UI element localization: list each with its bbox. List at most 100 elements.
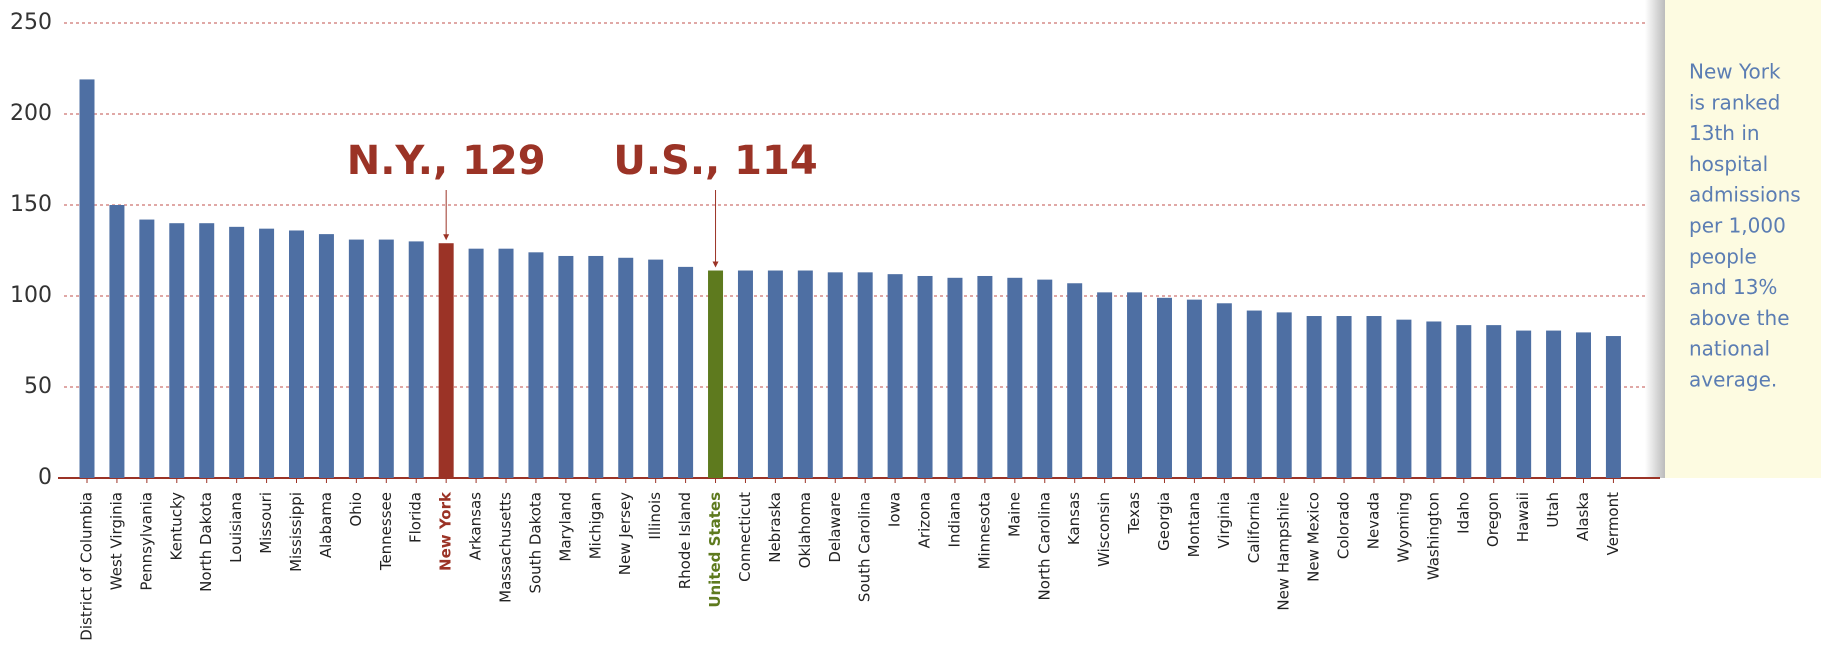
x-tick-label: Arizona	[916, 492, 934, 548]
bar	[1216, 303, 1232, 478]
x-tick-label: Mississippi	[287, 492, 305, 572]
x-tick-label: Virginia	[1215, 492, 1233, 549]
bar	[887, 274, 903, 478]
x-tick-label: New Mexico	[1305, 492, 1323, 582]
bar	[1576, 332, 1591, 478]
x-tick-label: Alaska	[1574, 492, 1592, 541]
x-tick-label: Oregon	[1484, 492, 1502, 547]
y-tick-label: 150	[10, 192, 52, 217]
x-tick-label: Pennsylvania	[137, 492, 155, 591]
bar	[977, 275, 993, 478]
bar	[289, 230, 305, 478]
note-line: people	[1689, 244, 1757, 268]
x-tick-label: Kentucky	[167, 492, 185, 561]
x-tick-label: Kansas	[1065, 492, 1083, 545]
bar	[1456, 325, 1472, 478]
x-tick-label: Indiana	[945, 492, 963, 548]
bar	[1306, 316, 1322, 478]
bar	[378, 239, 394, 478]
bar	[348, 239, 364, 478]
bar	[1276, 312, 1292, 478]
bar	[468, 248, 484, 478]
x-tick-label: Michigan	[586, 492, 604, 559]
bar	[737, 270, 753, 478]
x-tick-label: District of Columbia	[78, 492, 96, 641]
note-line: 13th in	[1689, 121, 1760, 145]
x-tick-label: Rhode Island	[676, 492, 694, 589]
note-line: is ranked	[1689, 90, 1780, 114]
bar	[139, 219, 155, 478]
note-line: national	[1689, 337, 1770, 361]
bar	[797, 270, 813, 478]
x-tick-label: Louisiana	[227, 492, 245, 563]
x-tick-label: Nebraska	[766, 492, 784, 563]
x-tick-label: Alabama	[317, 492, 335, 558]
x-tick-label: Wisconsin	[1095, 492, 1113, 567]
x-tick-label: South Dakota	[526, 492, 544, 594]
y-tick-label: 250	[10, 10, 52, 35]
sidebar	[1665, 0, 1821, 478]
bar	[528, 252, 544, 478]
bar	[1007, 277, 1023, 478]
x-tick-label: Vermont	[1604, 492, 1622, 556]
y-tick-label: 50	[24, 374, 52, 399]
x-tick-label: Illinois	[646, 492, 664, 540]
x-tick-label: Oklahoma	[796, 492, 814, 568]
bar	[1097, 292, 1113, 478]
x-tick-label: New Hampshire	[1275, 492, 1293, 611]
x-tick-label: Connecticut	[736, 492, 754, 582]
bar	[1067, 283, 1083, 478]
x-tick-label: North Dakota	[197, 492, 215, 592]
bar	[947, 277, 963, 478]
bar	[169, 223, 185, 478]
note-line: above the	[1689, 306, 1790, 330]
arrow-head	[712, 261, 719, 268]
note-line: average.	[1689, 368, 1777, 392]
bar	[1546, 330, 1562, 478]
x-tick-label: Florida	[407, 492, 425, 543]
sidebar-shadow	[1645, 0, 1665, 478]
bar	[1186, 299, 1202, 478]
x-tick-label: Tennessee	[377, 492, 395, 571]
bar	[767, 270, 783, 478]
x-tick-label: Utah	[1544, 492, 1562, 528]
x-tick-label: New York	[437, 491, 455, 571]
bar	[917, 275, 933, 478]
bar	[1336, 316, 1352, 478]
bar	[618, 257, 634, 478]
x-tick-label: Hawaii	[1514, 492, 1532, 542]
x-tick-label: Nevada	[1364, 492, 1382, 549]
bar	[259, 228, 275, 478]
x-tick-label: Ohio	[347, 492, 365, 527]
bar	[318, 234, 334, 478]
bar	[1246, 310, 1262, 478]
bar	[1127, 292, 1143, 478]
x-tick-label: Georgia	[1155, 492, 1173, 551]
bar	[857, 272, 873, 478]
bar	[558, 255, 574, 478]
bar	[79, 79, 95, 479]
y-tick-label: 200	[10, 101, 52, 126]
x-tick-label: Minnesota	[975, 492, 993, 569]
x-tick-label: Montana	[1185, 492, 1203, 557]
x-tick-label: West Virginia	[107, 492, 125, 590]
note-line: per 1,000	[1689, 214, 1786, 238]
x-tick-label: Texas	[1125, 492, 1143, 535]
note-line: hospital	[1689, 152, 1768, 176]
x-tick-label: Missouri	[257, 492, 275, 554]
bar	[1396, 319, 1412, 478]
bar	[708, 270, 724, 478]
y-tick-label: 100	[10, 283, 52, 308]
bar	[1156, 297, 1172, 478]
x-tick-label: Iowa	[886, 492, 904, 527]
x-tick-label: Delaware	[826, 492, 844, 563]
x-tick-label: North Carolina	[1035, 492, 1053, 600]
x-tick-label: Maine	[1005, 492, 1023, 537]
x-tick-label: New Jersey	[616, 492, 634, 575]
bar	[827, 272, 843, 478]
x-tick-label: Arkansas	[467, 492, 485, 561]
x-tick-label: Idaho	[1454, 492, 1472, 534]
bar	[678, 266, 694, 478]
annotation: U.S., 114	[613, 138, 817, 184]
